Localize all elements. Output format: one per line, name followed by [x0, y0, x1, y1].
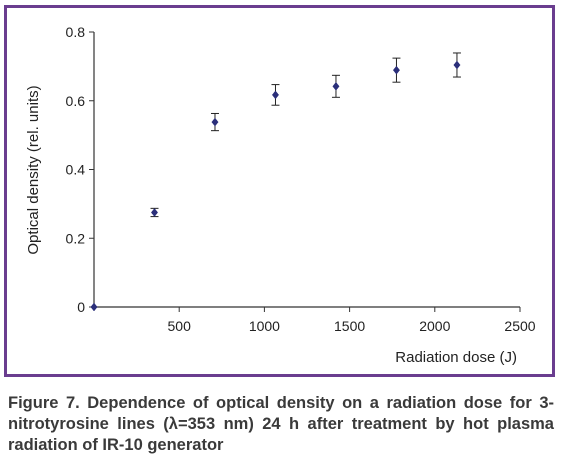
x-tick-label: 1500	[334, 318, 365, 334]
y-tick-label: 0.2	[66, 230, 86, 246]
x-tick-label: 500	[168, 318, 192, 334]
x-tick-label: 2000	[419, 318, 450, 334]
data-point	[271, 90, 279, 100]
x-tick-label: 2500	[504, 318, 535, 334]
x-tick-label: 1000	[249, 318, 280, 334]
data-point	[392, 65, 400, 75]
y-tick-label: 0.6	[66, 93, 86, 109]
data-point	[332, 81, 340, 91]
y-tick-label: 0	[77, 299, 85, 315]
scatter-plot: 0 0.2 0.4 0.6 0.8 500 1000 1500 2000 2500 Radiati…	[25, 24, 536, 366]
data-point	[211, 117, 219, 127]
ticks: 0 0.2 0.4 0.6 0.8 500 1000 1500 2000 2500	[66, 24, 536, 334]
axes	[93, 32, 520, 308]
data-marks	[90, 52, 461, 312]
y-axis-label: Optical density (rel. units)	[25, 85, 42, 254]
x-axis-label: Radiation dose (J)	[395, 349, 517, 366]
data-point	[90, 302, 98, 312]
chart-frame: 0 0.2 0.4 0.6 0.8 500 1000 1500 2000 2500 Radiati…	[4, 5, 555, 377]
data-point	[150, 208, 159, 217]
y-tick-label: 0.8	[66, 24, 86, 40]
y-tick-label: 0.4	[66, 162, 86, 178]
figure-caption: Figure 7. Dependence of optical density …	[8, 394, 554, 454]
data-point	[453, 60, 461, 70]
